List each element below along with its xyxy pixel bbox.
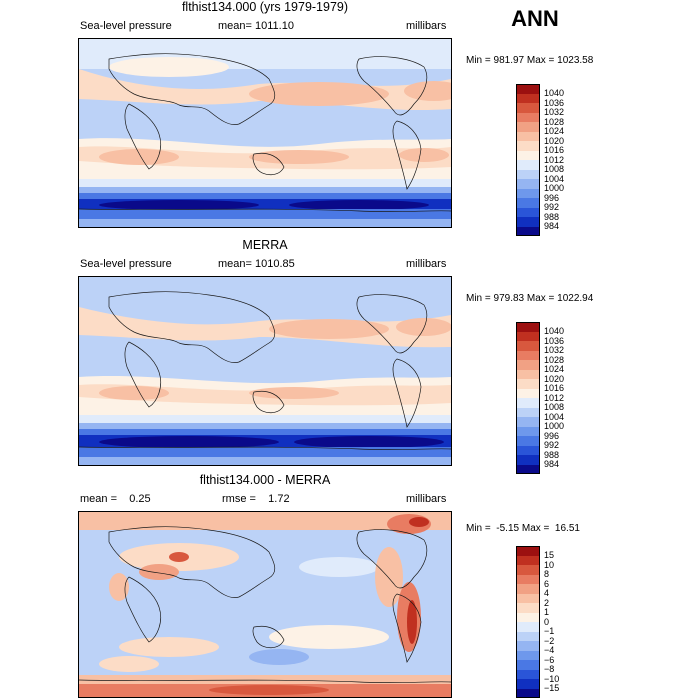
colorbar-tick-label: −2 [544, 635, 555, 646]
panel-difference: flthist134.000 - MERRA mean = 0.25 rmse … [0, 473, 700, 700]
colorbar-tick-label: 1016 [544, 383, 565, 393]
minmax-label: Min = -5.15 Max = 16.51 [466, 523, 580, 534]
panel-obs: MERRA Sea-level pressure mean= 1010.85 m… [0, 238, 700, 474]
colorbar-tick-label: 1000 [544, 183, 565, 193]
units-label: millibars [406, 258, 447, 270]
colorbar-tick-label: 1036 [544, 97, 565, 108]
map-svg [79, 512, 451, 697]
mean-label: mean= 1011.10 [218, 20, 294, 32]
season-label: ANN [511, 6, 559, 31]
units-label: millibars [406, 493, 447, 505]
colorbar-tick-label: 6 [544, 578, 550, 589]
rmse-label: rmse = 1.72 [222, 493, 290, 505]
colorbar-tick-label: 988 [544, 211, 560, 222]
colorbar-frame [516, 84, 540, 236]
panel-title: MERRA [242, 238, 288, 252]
colorbar-tick-label: −1 [544, 626, 555, 636]
units-label: millibars [406, 20, 447, 32]
colorbar-tick-label: 1004 [544, 173, 565, 184]
colorbar-tick-label: 1032 [544, 107, 565, 117]
colorbar-tick-label: 2 [544, 597, 550, 608]
colorbar-tick-label: 1008 [544, 402, 565, 412]
map-svg [79, 277, 451, 465]
colorbar-tick-label: 992 [544, 440, 560, 450]
minmax-label: Min = 979.83 Max = 1022.94 [466, 293, 594, 304]
colorbar-tick-label: 8 [544, 569, 550, 579]
colorbar-tick-label: 992 [544, 202, 560, 212]
minmax-label: Min = 981.97 Max = 1023.58 [466, 55, 594, 66]
variable-label: Sea-level pressure [80, 20, 172, 32]
colorbar-tick-label: −6 [544, 654, 555, 665]
panel-model: flthist134.000 (yrs 1979-1979) Sea-level… [0, 0, 700, 236]
colorbar-tick-label: 984 [544, 459, 560, 469]
colorbar-tick-label: 1020 [544, 373, 565, 384]
colorbar-tick-label: 1024 [544, 364, 565, 374]
colorbar-tick-label: −4 [544, 645, 555, 655]
panel-title: flthist134.000 (yrs 1979-1979) [181, 0, 349, 14]
colorbar-tick-label: 1012 [544, 154, 565, 165]
panel-title: flthist134.000 - MERRA [199, 473, 331, 487]
colorbar-tick-label: −10 [544, 673, 560, 684]
colorbar-tick-label: 1012 [544, 392, 565, 403]
colorbar-tick-label: 4 [544, 588, 550, 598]
colorbar-tick-label: 0 [544, 616, 550, 627]
colorbar-tick-label: 1040 [544, 326, 565, 336]
colorbar-tick-label: 1008 [544, 164, 565, 174]
colorbar-frame [516, 546, 540, 698]
colorbar-tick-label: 10 [544, 559, 555, 570]
colorbar-tick-label: 15 [544, 550, 555, 560]
map-difference [78, 511, 452, 698]
colorbar-tick-label: 1032 [544, 345, 565, 355]
map-model [78, 38, 452, 228]
map-svg [79, 39, 451, 227]
colorbar-tick-label: 984 [544, 221, 560, 231]
mean-label: mean = 0.25 [80, 493, 151, 505]
colorbar-tick-label: 1028 [544, 354, 565, 365]
colorbar-tick-label: 996 [544, 430, 560, 441]
mean-label: mean= 1010.85 [218, 258, 295, 270]
colorbar-tick-label: −15 [544, 683, 560, 693]
colorbar-tick-label: 1004 [544, 411, 565, 422]
colorbar-tick-label: 1020 [544, 135, 565, 146]
colorbar-tick-label: 1016 [544, 145, 565, 155]
colorbar-tick-label: 1024 [544, 126, 565, 136]
colorbar-tick-label: 1000 [544, 421, 565, 431]
colorbar-tick-label: 1028 [544, 116, 565, 127]
colorbar-tick-label: 996 [544, 192, 560, 203]
colorbar-tick-label: 988 [544, 449, 560, 460]
colorbar-frame [516, 322, 540, 474]
variable-label: Sea-level pressure [80, 258, 172, 270]
colorbar-tick-label: 1 [544, 607, 550, 617]
colorbar-tick-label: −8 [544, 664, 555, 674]
map-obs [78, 276, 452, 466]
colorbar-tick-label: 1040 [544, 88, 565, 98]
colorbar-tick-label: 1036 [544, 335, 565, 346]
